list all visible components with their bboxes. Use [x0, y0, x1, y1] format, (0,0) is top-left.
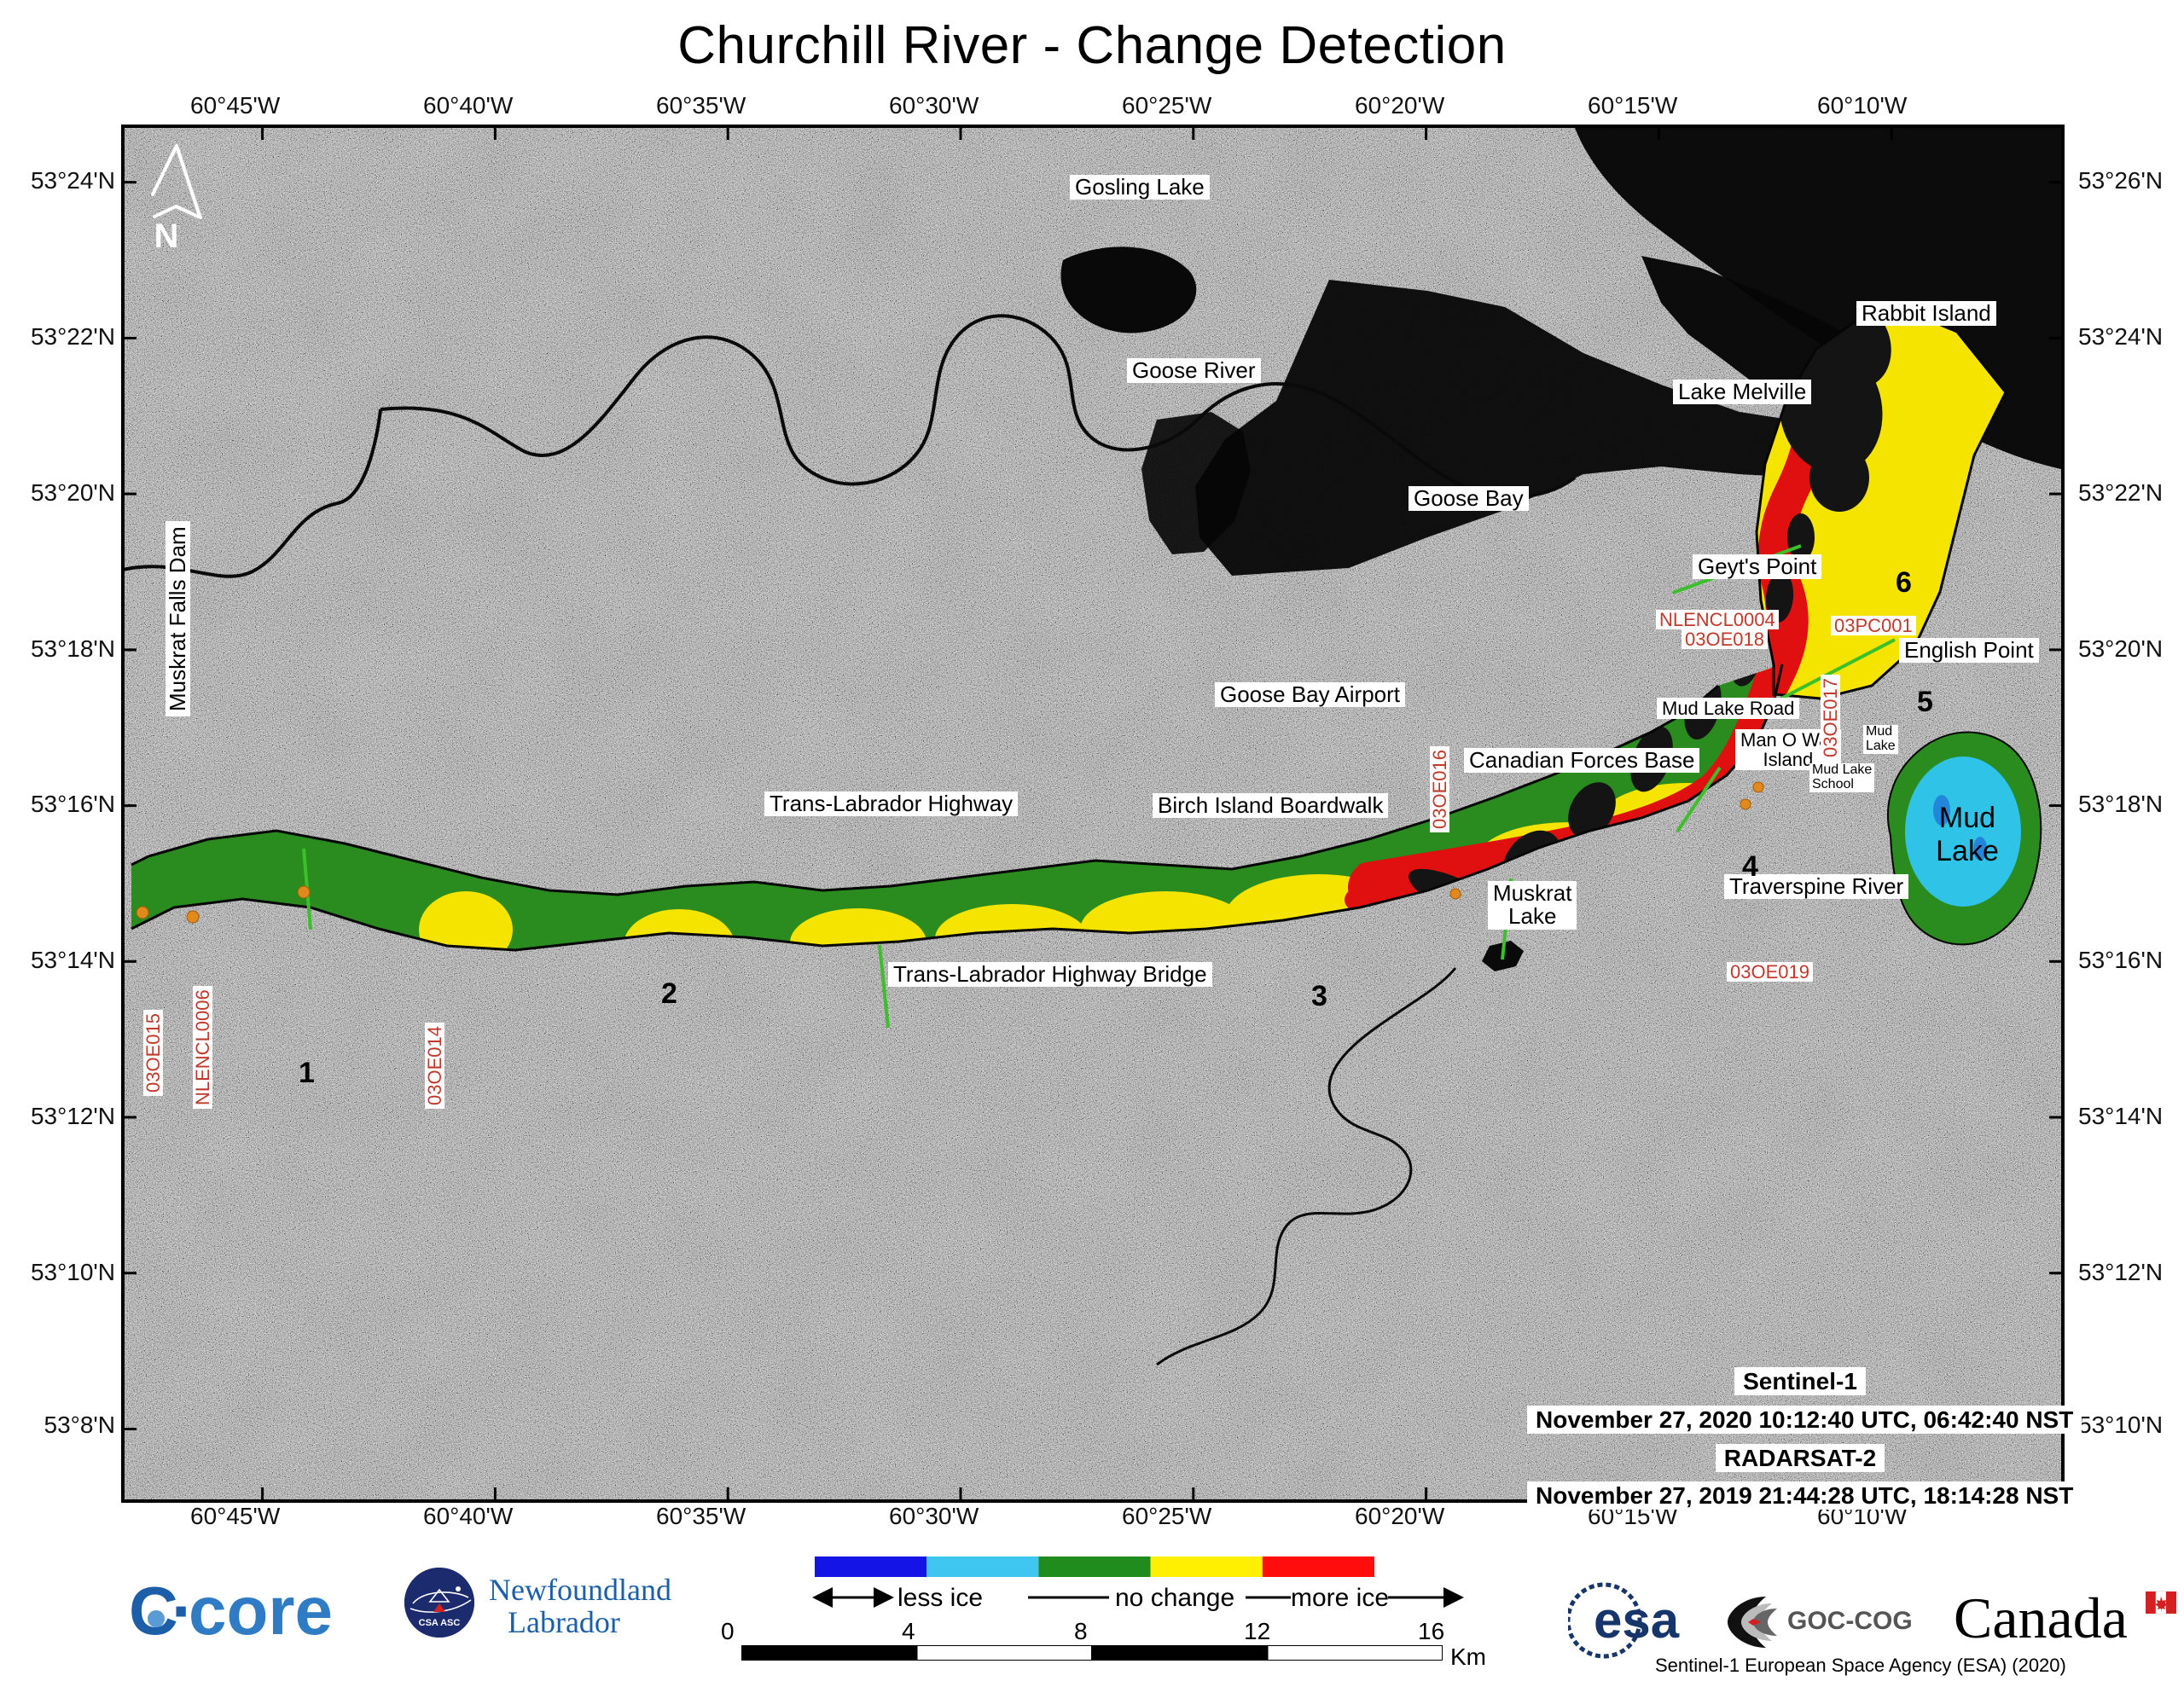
svg-text:GOC-COG: GOC-COG: [1787, 1607, 1913, 1635]
svg-text:Newfoundland: Newfoundland: [489, 1573, 671, 1607]
svg-text:no change: no change: [1115, 1584, 1234, 1612]
svg-text:Labrador: Labrador: [508, 1605, 620, 1639]
svg-text:more ice: more ice: [1291, 1584, 1389, 1612]
svg-text:Canada: Canada: [1954, 1586, 2128, 1650]
svg-text:core: core: [189, 1573, 333, 1649]
svg-text:esa: esa: [1594, 1591, 1680, 1649]
svg-text:less ice: less ice: [897, 1584, 983, 1612]
svg-text:N: N: [154, 217, 179, 255]
svg-text:CSA ASC: CSA ASC: [419, 1618, 461, 1628]
